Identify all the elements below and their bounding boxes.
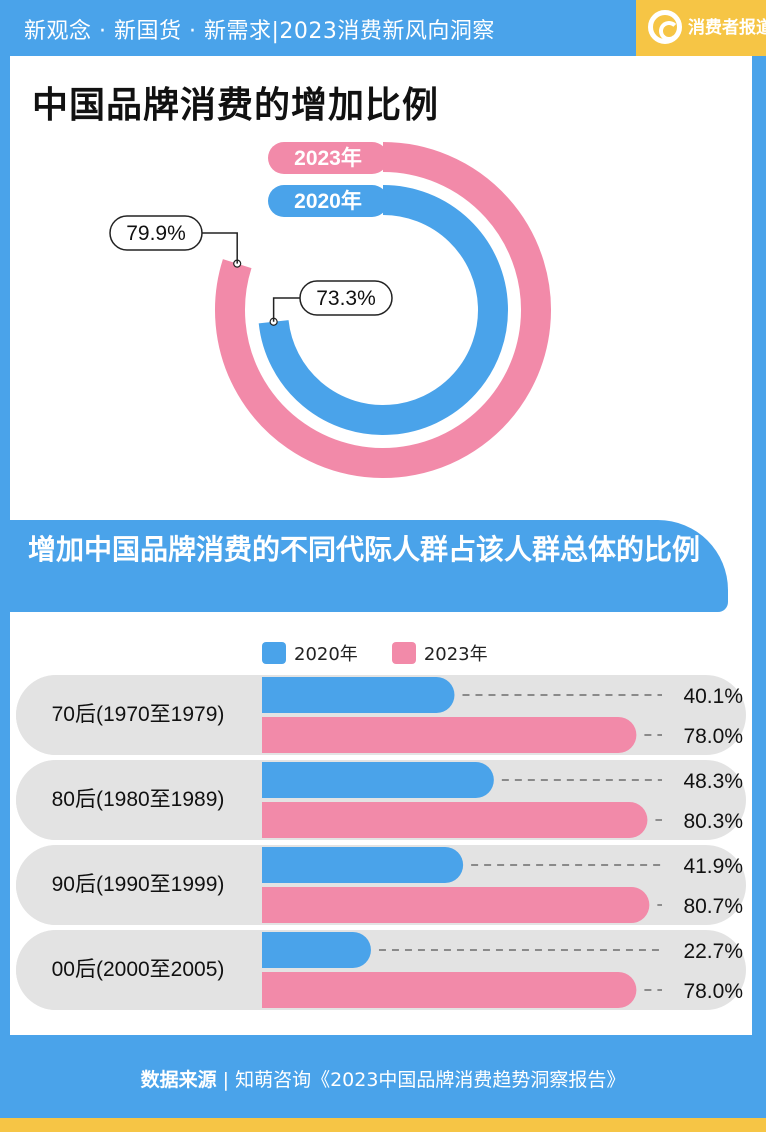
logo-icon (648, 10, 682, 44)
data-label: 41.9% (683, 855, 743, 878)
legend: 2020年 2023年 (262, 640, 522, 665)
legend-label-2023: 2023年 (423, 644, 488, 665)
bar-2023年 (262, 717, 637, 753)
logo-text: 消费者报道 (688, 18, 766, 38)
bar-2023年 (262, 802, 648, 838)
bottom-strip (0, 1118, 766, 1132)
group-label-cap (16, 760, 316, 840)
bar-2020年 (262, 762, 494, 798)
bar-2020年 (262, 677, 455, 713)
series-pill-2023 (268, 142, 388, 174)
category-label: 70后(1970至1979) (52, 703, 225, 726)
value-badge-2020 (299, 280, 393, 316)
legend-swatch-2020 (262, 642, 286, 664)
bar-2023年 (262, 887, 650, 923)
data-label: 48.3% (683, 770, 743, 793)
legend-label-2020: 2020年 (294, 644, 358, 665)
donut-chart: 2023年 79.9% 2020年 73.3% (109, 142, 551, 478)
donut-card: 中国品牌消费的增加比例 2023年 79.9% 2020年 73.3% (10, 56, 752, 536)
category-label: 90后(1990至1999) (52, 873, 225, 896)
page-title: 中国品牌消费的增加比例 (32, 85, 440, 126)
source-text: | 知萌咨询《2023中国品牌消费趋势洞察报告》 (222, 1069, 626, 1091)
data-label: 40.1% (683, 685, 743, 708)
value-badge-2023 (109, 215, 203, 251)
callout-line-2023 (202, 232, 238, 264)
category-label: 00后(2000至2005) (52, 958, 225, 981)
value-label-2020: 73.3% (316, 287, 376, 310)
donut-arc-2020 (258, 185, 508, 435)
category-label: 80后(1980至1989) (52, 788, 225, 811)
data-label: 22.7% (683, 940, 743, 963)
group-label-cap (16, 930, 316, 1010)
callout-line-2020 (272, 297, 300, 322)
series-pill-2020 (268, 185, 388, 217)
data-label: 78.0% (683, 980, 743, 1003)
bar-2020年 (262, 847, 464, 883)
value-label-2023: 79.9% (126, 222, 186, 245)
section-banner: 增加中国品牌消费的不同代际人群占该人群总体的比例 (10, 520, 728, 612)
top-banner: 新观念 · 新国货 · 新需求|2023消费新风向洞察 消费者报道 (0, 0, 766, 56)
legend-swatch-2023 (391, 642, 416, 664)
bar-2023年 (262, 972, 637, 1008)
source-label: 数据来源 (140, 1069, 217, 1091)
header-text: 新观念 · 新国货 · 新需求|2023消费新风向洞察 (24, 19, 495, 44)
group-label-cap (16, 845, 316, 925)
series-name-2023: 2023年 (294, 146, 362, 170)
bar-section: 增加中国品牌消费的不同代际人群占该人群总体的比例 2020年 2023年 70后(… (10, 520, 752, 1035)
series-name-2020: 2020年 (294, 189, 362, 213)
data-label: 78.0% (683, 725, 743, 748)
brand-logo: 消费者报道 (636, 0, 766, 56)
bar-2020年 (262, 932, 371, 968)
data-label: 80.3% (683, 810, 743, 833)
section-title: 增加中国品牌消费的不同代际人群占该人群总体的比例 (28, 533, 701, 566)
data-label: 80.7% (683, 895, 743, 918)
footer-source: 数据来源 | 知萌咨询《2023中国品牌消费趋势洞察报告》 (0, 1050, 766, 1110)
group-label-cap (16, 675, 316, 755)
bar-chart: 70后(1970至1979) 40.1% 78.0% 80后(1980至1989) 48… (16, 675, 746, 1010)
donut-arc-2023 (215, 142, 551, 478)
